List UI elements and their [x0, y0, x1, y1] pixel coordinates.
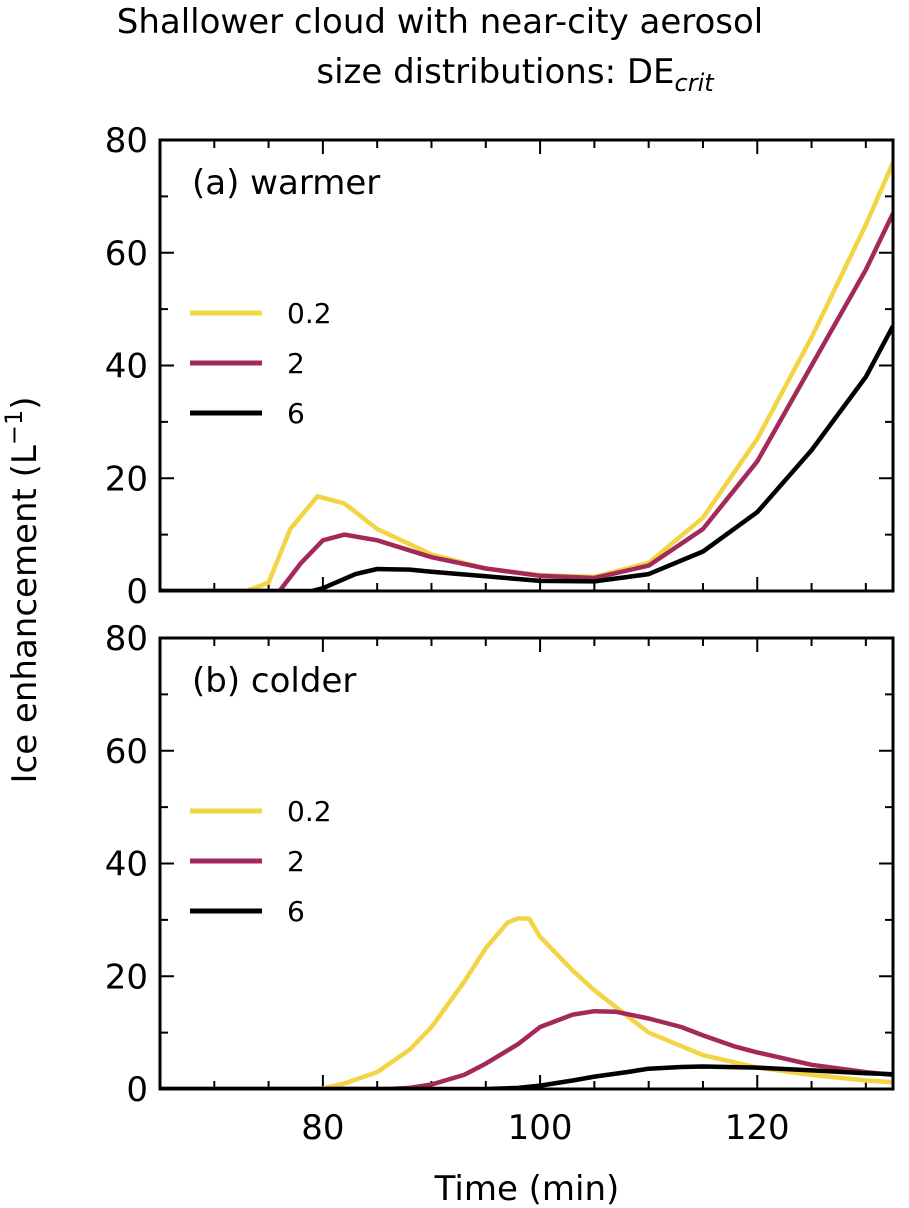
y-tick-label: 0 [126, 572, 148, 612]
series-group [160, 915, 893, 1089]
x-tick-label: 80 [301, 1108, 344, 1148]
x-tick-label: 100 [508, 1108, 573, 1148]
y-tick-label: 60 [105, 234, 148, 274]
series-line-0-2 [160, 161, 893, 591]
axes-frame [158, 636, 895, 1091]
series-line-6 [160, 324, 893, 591]
x-axis-label: Time (min) [434, 1169, 620, 1208]
series-line-6 [160, 1064, 893, 1089]
series-group [160, 161, 893, 591]
y-tick-label: 60 [105, 732, 148, 772]
chart-title-line1: Shallower cloud with near-city aerosol [117, 2, 764, 42]
x-tick-label: 120 [725, 1108, 790, 1148]
y-tick-label: 20 [105, 459, 148, 499]
legend-label: 0.2 [287, 795, 332, 828]
y-axis-label-main: Ice enhancement (L [5, 445, 45, 783]
chart-title-line2: size distributions: DEcrit [316, 52, 715, 97]
legend-label: 2 [287, 347, 305, 380]
panel-label: (a) warmer [192, 163, 380, 203]
legend-label: 2 [287, 845, 305, 878]
chart-title-main: size distributions: DE [316, 52, 674, 92]
y-tick-label: 40 [105, 845, 148, 885]
y-axis-label: Ice enhancement (L−1) [0, 396, 45, 783]
y-axis-label-sup: −1 [0, 410, 28, 445]
series-line-0-2 [160, 915, 893, 1089]
y-tick-label: 0 [126, 1070, 148, 1110]
panel-label: (b) colder [192, 661, 356, 701]
legend-label: 0.2 [287, 297, 332, 330]
y-tick-label: 20 [105, 957, 148, 997]
y-tick-label: 80 [105, 121, 148, 161]
series-line-2 [160, 1008, 893, 1089]
legend-label: 6 [287, 895, 305, 928]
y-axis-label-end: ) [5, 396, 45, 409]
panel-a: 0 20 40 60 80 (a) warmer 0.2 2 6 [105, 121, 895, 612]
series-line-2 [160, 212, 893, 591]
panel-b: 0 20 40 60 80 80 100 120 (b) colder 0.2 2 6 [105, 619, 895, 1148]
legend-label: 6 [287, 397, 305, 430]
axes-frame [158, 138, 895, 593]
y-tick-label: 40 [105, 347, 148, 387]
chart-title-subscript: crit [675, 69, 716, 97]
y-tick-label: 80 [105, 619, 148, 659]
